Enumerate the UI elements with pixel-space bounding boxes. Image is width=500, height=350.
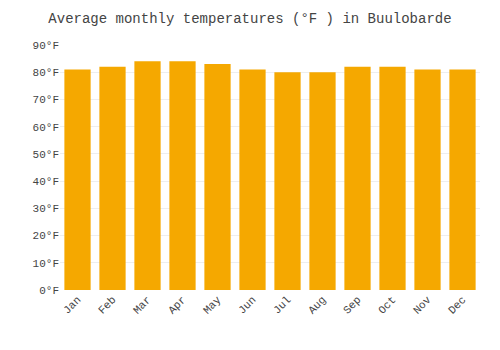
svg-text:Nov: Nov xyxy=(411,294,434,317)
svg-text:70°F: 70°F xyxy=(33,94,59,106)
svg-text:60°F: 60°F xyxy=(33,122,59,134)
svg-text:Average monthly temperatures (: Average monthly temperatures (°F ) in Bu… xyxy=(48,11,451,27)
svg-text:Jun: Jun xyxy=(236,294,258,316)
svg-text:10°F: 10°F xyxy=(33,258,59,270)
svg-text:Jan: Jan xyxy=(61,294,83,316)
svg-text:Sep: Sep xyxy=(341,294,363,316)
svg-text:Oct: Oct xyxy=(376,294,398,316)
svg-text:50°F: 50°F xyxy=(33,149,59,161)
svg-text:90°F: 90°F xyxy=(33,40,59,52)
svg-text:40°F: 40°F xyxy=(33,176,59,188)
svg-text:30°F: 30°F xyxy=(33,203,59,215)
svg-text:0°F: 0°F xyxy=(39,285,59,297)
svg-text:Dec: Dec xyxy=(446,294,468,316)
svg-text:Feb: Feb xyxy=(96,294,118,316)
svg-text:May: May xyxy=(201,294,224,317)
svg-text:Jul: Jul xyxy=(271,294,293,316)
svg-text:Mar: Mar xyxy=(131,294,153,316)
svg-text:Aug: Aug xyxy=(306,294,328,316)
svg-text:20°F: 20°F xyxy=(33,230,59,242)
svg-text:80°F: 80°F xyxy=(33,67,59,79)
svg-text:Apr: Apr xyxy=(166,294,188,316)
